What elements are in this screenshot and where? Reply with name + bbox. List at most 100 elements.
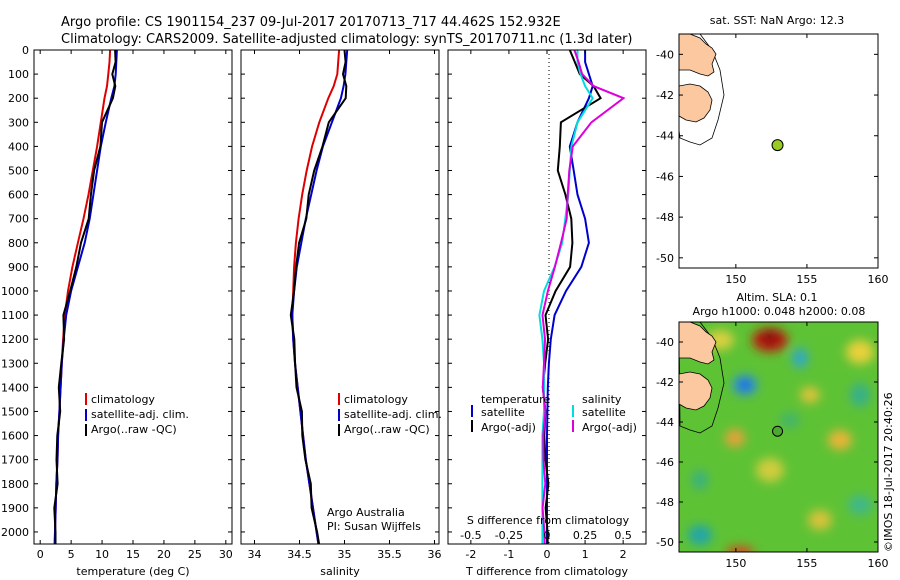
x-tick-label-0-0: 0 bbox=[37, 548, 44, 561]
x-tick-label-2-1: -1 bbox=[503, 548, 514, 561]
map4-y-tick-label-5: -50 bbox=[656, 536, 674, 549]
tasmania-1 bbox=[679, 83, 713, 123]
sla-map-panel: Altim. SLA: 0.1 Argo h1000: 0.048 h2000:… bbox=[656, 291, 888, 570]
difference-plot-series bbox=[538, 50, 626, 544]
x-tick-label-0-5: 25 bbox=[188, 548, 202, 561]
map3-y-tick-label-4: -48 bbox=[656, 211, 674, 224]
sla-map-title-line1: Altim. SLA: 0.1 bbox=[736, 291, 817, 304]
depth-tick-label-1: 100 bbox=[8, 68, 29, 81]
map4-y-tick-label-2: -44 bbox=[656, 416, 674, 429]
depth-tick-label-18: 1800 bbox=[1, 478, 29, 491]
x-tick-label-0-2: 10 bbox=[95, 548, 109, 561]
sst-map-frame bbox=[678, 33, 879, 269]
difference-panel: -2 -1 0 1 2 -0.5 -0.25 0 0.25 0.5 T difference f… bbox=[447, 49, 647, 578]
sla-map-x-ticks: 150 155 160 bbox=[725, 322, 889, 570]
difference-x-label: T difference from climatology bbox=[465, 565, 628, 578]
sla-map-frame bbox=[678, 321, 879, 553]
temperature-plot-series bbox=[53, 50, 118, 544]
depth-tick-label-20: 2000 bbox=[1, 526, 29, 539]
temperature-frame bbox=[33, 49, 233, 545]
series-line-2-0 bbox=[546, 50, 594, 544]
s-tick-label-3: 0.25 bbox=[573, 529, 598, 542]
sla-map-area bbox=[679, 322, 878, 552]
legend-salinity-argo: Argo(-adj) bbox=[582, 421, 637, 434]
depth-tick-label-10: 1000 bbox=[1, 285, 29, 298]
x-tick-label-2-3: 1 bbox=[582, 548, 589, 561]
sla-map-title-line2: Argo h1000: 0.048 h2000: 0.08 bbox=[693, 305, 866, 318]
map4-y-tick-label-4: -48 bbox=[656, 496, 674, 509]
depth-tick-label-5: 500 bbox=[8, 164, 29, 177]
salinity-panel: 34 34.5 35 35.5 36 salinity climatology sate… bbox=[240, 49, 442, 578]
depth-tick-label-13: 1300 bbox=[1, 357, 29, 370]
salinity-legend: climatology satellite-adj. clim. Argo(..… bbox=[338, 393, 442, 436]
mainland-coast-1 bbox=[679, 34, 717, 77]
map4-y-tick-label-3: -46 bbox=[656, 456, 674, 469]
x-tick-label-1-2: 35 bbox=[338, 548, 352, 561]
depth-tick-label-0: 0 bbox=[22, 44, 29, 57]
mainland-coast-2 bbox=[679, 322, 717, 365]
depth-tick-label-12: 1200 bbox=[1, 333, 29, 346]
map4-x-tick-label-1: 155 bbox=[796, 557, 817, 570]
temperature-legend-argo: Argo(..raw -QC) bbox=[91, 423, 177, 436]
series-line-1-2 bbox=[289, 50, 348, 544]
series-line-0-2 bbox=[53, 50, 117, 544]
x-tick-label-2-4: 2 bbox=[620, 548, 627, 561]
series-line-2-1 bbox=[541, 50, 602, 544]
series-line-2-2 bbox=[538, 50, 594, 544]
sst-map-panel: sat. SST: NaN Argo: 12.3 -40 -42 -44 -46 -48… bbox=[656, 14, 888, 286]
map3-y-tick-label-1: -42 bbox=[656, 89, 674, 102]
temperature-legend: climatology satellite-adj. clim. Argo(..… bbox=[85, 393, 189, 436]
legend-salinity-satellite: satellite bbox=[582, 406, 626, 419]
salinity-frame bbox=[240, 49, 440, 545]
tasmania-2 bbox=[679, 371, 713, 411]
salinity-legend-argo: Argo(..raw -QC) bbox=[344, 423, 430, 436]
difference-legend: temperature satellite Argo(-adj) salinit… bbox=[471, 393, 637, 434]
depth-tick-label-15: 1500 bbox=[1, 405, 29, 418]
x-tick-label-1-0: 34 bbox=[248, 548, 262, 561]
s-tick-label-1: -0.25 bbox=[495, 529, 523, 542]
depth-tick-label-19: 1900 bbox=[1, 502, 29, 515]
depth-tick-label-6: 600 bbox=[8, 189, 29, 202]
x-tick-label-1-1: 34.5 bbox=[287, 548, 312, 561]
difference-x-ticks: -2 -1 0 1 2 bbox=[465, 50, 627, 561]
depth-tick-label-14: 1400 bbox=[1, 381, 29, 394]
depth-tick-label-17: 1700 bbox=[1, 454, 29, 467]
s-tick-label-0: -0.5 bbox=[460, 529, 481, 542]
salinity-legend-satellite: satellite-adj. clim. bbox=[344, 408, 442, 421]
argo-australia-label: Argo Australia bbox=[327, 506, 405, 519]
temperature-legend-climatology: climatology bbox=[91, 393, 155, 406]
figure-title-line2: Climatology: CARS2009. Satellite-adjuste… bbox=[61, 32, 633, 47]
sla-map-y-ticks: -40 -42 -44 -46 -48 -50 bbox=[656, 336, 878, 549]
s-tick-label-2: 0 bbox=[544, 529, 551, 542]
depth-tick-label-11: 1100 bbox=[1, 309, 29, 322]
map3-y-tick-label-5: -50 bbox=[656, 252, 674, 265]
sst-map-y-ticks: -40 -42 -44 -46 -48 -50 bbox=[656, 48, 878, 265]
salinity-legend-climatology: climatology bbox=[344, 393, 408, 406]
temperature-x-label: temperature (deg C) bbox=[76, 565, 189, 578]
legend-temperature-heading: temperature bbox=[481, 393, 550, 406]
sla-field bbox=[688, 328, 874, 552]
map4-x-tick-label-0: 150 bbox=[725, 557, 746, 570]
map3-y-tick-label-3: -46 bbox=[656, 170, 674, 183]
depth-tick-label-9: 900 bbox=[8, 261, 29, 274]
map3-x-tick-label-2: 160 bbox=[868, 273, 889, 286]
legend-temperature-satellite: satellite bbox=[481, 406, 525, 419]
sst-map-x-ticks: 150 155 160 bbox=[725, 34, 889, 286]
depth-tick-label-3: 300 bbox=[8, 116, 29, 129]
difference-s-label: S difference from climatology bbox=[467, 514, 630, 527]
x-tick-label-2-0: -2 bbox=[465, 548, 476, 561]
depth-tick-label-8: 800 bbox=[8, 237, 29, 250]
series-line-2-3 bbox=[541, 50, 626, 544]
x-tick-label-2-2: 0 bbox=[544, 548, 551, 561]
depth-tick-label-2: 200 bbox=[8, 92, 29, 105]
x-tick-label-0-6: 30 bbox=[219, 548, 233, 561]
salinity-x-ticks: 34 34.5 35 35.5 36 bbox=[248, 50, 442, 561]
sla-float-position-marker bbox=[772, 425, 784, 437]
x-tick-label-1-3: 35.5 bbox=[377, 548, 402, 561]
figure-title-line1: Argo profile: CS 1901154_237 09-Jul-2017… bbox=[61, 15, 561, 30]
map3-x-tick-label-0: 150 bbox=[725, 273, 746, 286]
sst-map-title: sat. SST: NaN Argo: 12.3 bbox=[710, 14, 844, 27]
temperature-legend-satellite: satellite-adj. clim. bbox=[91, 408, 189, 421]
sst-map-area bbox=[679, 34, 878, 268]
